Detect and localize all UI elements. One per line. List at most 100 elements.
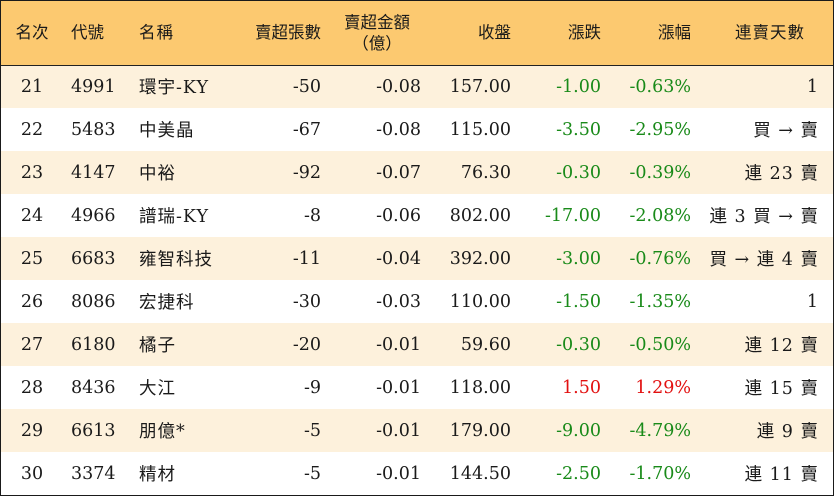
header-row: 名次 代號 名稱 賣超張數 賣超金額 （億） 收盤 漲跌 漲幅 連賣天數 — [1, 1, 833, 66]
header-rank: 名次 — [1, 1, 63, 66]
cell-change-pct: -2.08% — [629, 205, 691, 226]
cell-streak: 連 12 賣 — [744, 336, 819, 356]
table-header: 名次 代號 名稱 賣超張數 賣超金額 （億） 收盤 漲跌 漲幅 連賣天數 — [1, 1, 833, 66]
cell-code: 4991 — [71, 76, 116, 97]
cell-change-pct: -1.35% — [629, 291, 691, 312]
cell-rank: 27 — [20, 334, 44, 355]
cell-change-pct: -4.79% — [629, 420, 691, 441]
table-row: 29 6613 朋億* -5 -0.01 179.00 -9.00 -4.79%… — [1, 409, 833, 452]
cell-sell-amount: -0.03 — [376, 291, 421, 312]
cell-sell-lots: -5 — [303, 463, 321, 484]
cell-rank: 22 — [20, 119, 44, 140]
table-row: 28 8436 大江 -9 -0.01 118.00 1.50 1.29% 連 … — [1, 366, 833, 409]
header-close: 收盤 — [433, 1, 523, 66]
cell-code: 8086 — [71, 291, 116, 312]
cell-code: 8436 — [71, 377, 116, 398]
table-row: 22 5483 中美晶 -67 -0.08 115.00 -3.50 -2.95… — [1, 108, 833, 151]
cell-sell-lots: -50 — [292, 76, 321, 97]
cell-change: -0.30 — [556, 162, 601, 183]
header-sell-amount: 賣超金額 （億） — [333, 1, 433, 66]
cell-change: -9.00 — [556, 420, 601, 441]
cell-close: 157.00 — [449, 76, 511, 97]
table-row: 24 4966 譜瑞-KY -8 -0.06 802.00 -17.00 -2.… — [1, 194, 833, 237]
table-row: 23 4147 中裕 -92 -0.07 76.30 -0.30 -0.39% … — [1, 151, 833, 194]
cell-sell-amount: -0.01 — [376, 420, 421, 441]
cell-code: 6613 — [71, 420, 116, 441]
table-body: 21 4991 環宇-KY -50 -0.08 157.00 -1.00 -0.… — [1, 65, 833, 495]
cell-name: 朋億* — [139, 422, 186, 442]
cell-name: 中美晶 — [139, 121, 195, 141]
cell-streak: 1 — [806, 291, 819, 312]
cell-name: 中裕 — [139, 164, 176, 184]
cell-streak: 連 3 買 → 賣 — [709, 207, 819, 227]
cell-name: 橘子 — [139, 336, 176, 356]
cell-name: 雍智科技 — [139, 250, 213, 270]
cell-code: 6683 — [71, 248, 116, 269]
cell-close: 76.30 — [460, 162, 511, 183]
cell-change-pct: -2.95% — [629, 119, 691, 140]
cell-sell-amount: -0.01 — [376, 334, 421, 355]
header-sell-amount-line1: 賣超金額 — [344, 12, 410, 32]
table-row: 27 6180 橘子 -20 -0.01 59.60 -0.30 -0.50% … — [1, 323, 833, 366]
cell-change-pct: -0.50% — [629, 334, 691, 355]
cell-code: 3374 — [71, 463, 116, 484]
table-row: 26 8086 宏捷科 -30 -0.03 110.00 -1.50 -1.35… — [1, 280, 833, 323]
cell-change: -1.50 — [556, 291, 601, 312]
cell-change: -3.50 — [556, 119, 601, 140]
cell-rank: 24 — [20, 205, 44, 226]
cell-sell-lots: -9 — [303, 377, 321, 398]
cell-sell-lots: -67 — [292, 119, 321, 140]
cell-close: 115.00 — [449, 119, 511, 140]
cell-sell-lots: -20 — [292, 334, 321, 355]
cell-name: 大江 — [139, 379, 176, 399]
cell-change: -2.50 — [556, 463, 601, 484]
cell-sell-amount: -0.01 — [376, 377, 421, 398]
cell-sell-amount: -0.04 — [376, 248, 421, 269]
cell-close: 118.00 — [449, 377, 511, 398]
cell-change-pct: -0.76% — [629, 248, 691, 269]
cell-sell-amount: -0.06 — [376, 205, 421, 226]
header-change-pct: 漲幅 — [613, 1, 703, 66]
cell-name: 宏捷科 — [139, 293, 195, 313]
cell-change-pct: 1.29% — [635, 377, 691, 398]
cell-code: 6180 — [71, 334, 116, 355]
header-code: 代號 — [63, 1, 133, 66]
cell-sell-lots: -11 — [292, 248, 321, 269]
cell-change: -1.00 — [556, 76, 601, 97]
cell-change: -17.00 — [544, 205, 601, 226]
header-streak: 連賣天數 — [703, 1, 833, 66]
cell-sell-lots: -92 — [292, 162, 321, 183]
cell-sell-amount: -0.08 — [376, 76, 421, 97]
cell-code: 4966 — [71, 205, 116, 226]
cell-name: 精材 — [139, 465, 176, 485]
header-sell-amount-line2: （億） — [352, 33, 402, 53]
cell-sell-amount: -0.07 — [376, 162, 421, 183]
cell-close: 110.00 — [449, 291, 511, 312]
cell-change: -3.00 — [556, 248, 601, 269]
cell-name: 譜瑞-KY — [139, 207, 210, 227]
cell-streak: 買 → 賣 — [753, 121, 819, 141]
cell-change-pct: -1.70% — [629, 463, 691, 484]
cell-rank: 30 — [20, 463, 44, 484]
cell-rank: 25 — [20, 248, 44, 269]
cell-rank: 26 — [20, 291, 44, 312]
cell-streak: 買 → 連 4 賣 — [709, 250, 819, 270]
cell-change: -0.30 — [556, 334, 601, 355]
cell-streak: 連 9 賣 — [756, 422, 819, 442]
cell-close: 802.00 — [449, 205, 511, 226]
cell-streak: 連 15 賣 — [744, 379, 819, 399]
cell-streak: 連 23 賣 — [744, 164, 819, 184]
cell-close: 59.60 — [460, 334, 511, 355]
cell-change: 1.50 — [562, 377, 601, 398]
cell-sell-lots: -30 — [292, 291, 321, 312]
cell-rank: 28 — [20, 377, 44, 398]
cell-sell-lots: -8 — [303, 205, 321, 226]
cell-change-pct: -0.63% — [629, 76, 691, 97]
cell-close: 392.00 — [449, 248, 511, 269]
cell-close: 179.00 — [449, 420, 511, 441]
cell-sell-lots: -5 — [303, 420, 321, 441]
cell-streak: 連 11 賣 — [744, 465, 819, 485]
cell-close: 144.50 — [449, 463, 511, 484]
